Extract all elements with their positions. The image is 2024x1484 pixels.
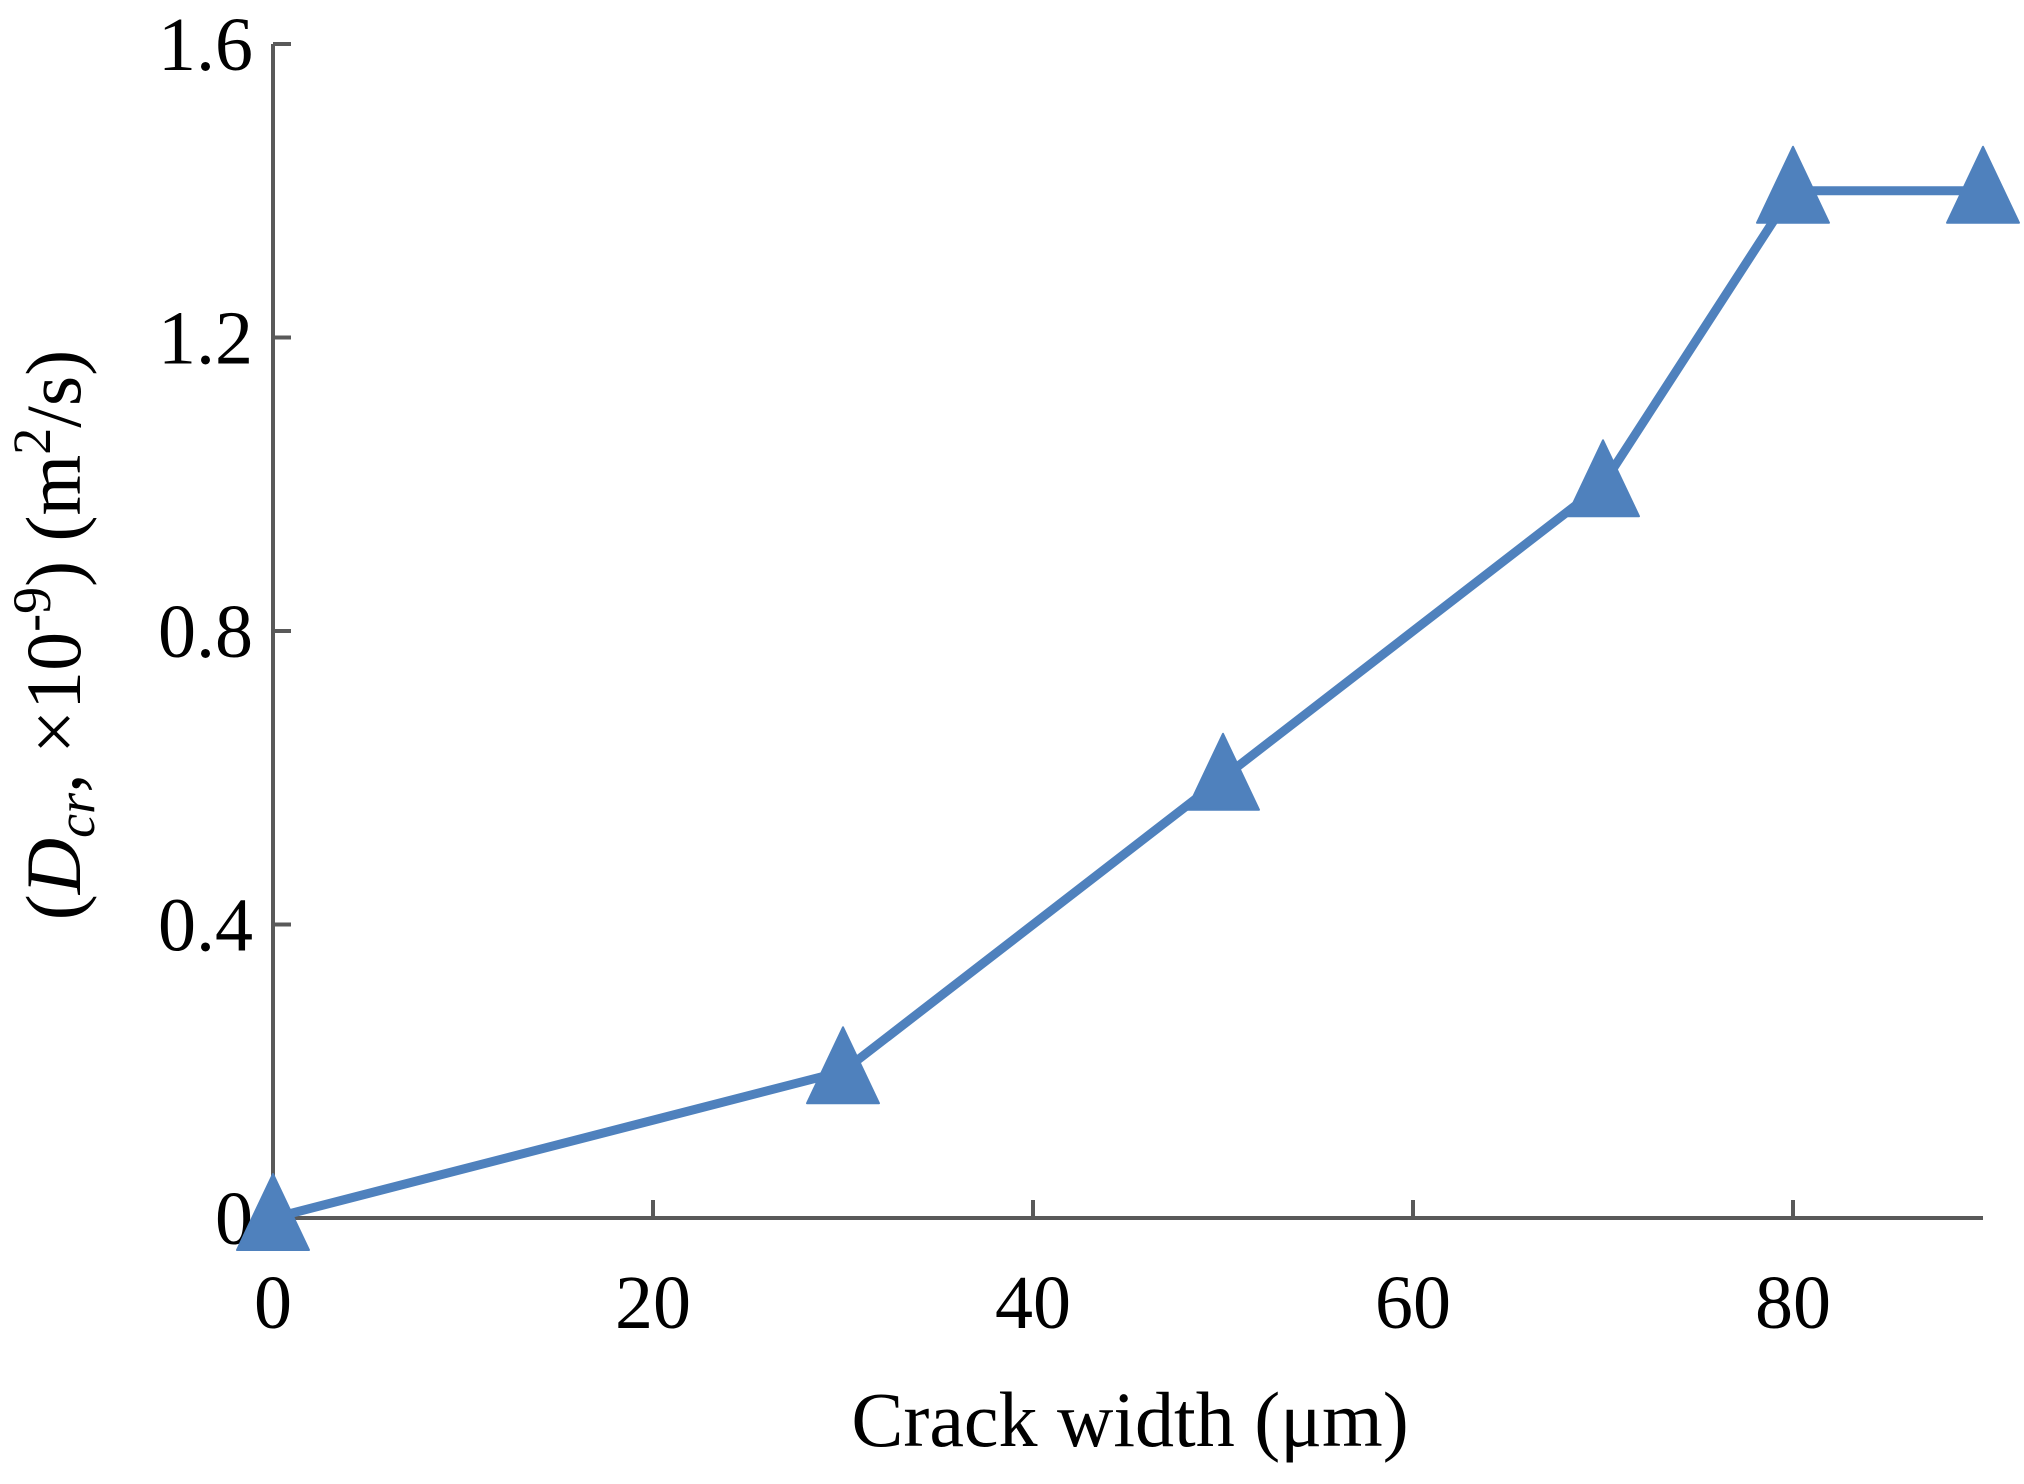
- data-point-triangle: [1186, 732, 1260, 811]
- x-tick-label: 60: [1375, 1261, 1451, 1345]
- y-axis-title-mid: , ×10: [10, 632, 97, 793]
- x-tick-label: 80: [1755, 1261, 1831, 1345]
- tick-labels: 00.40.81.21.60 20 40 60 80: [158, 3, 1831, 1345]
- axes: [271, 44, 1983, 1220]
- series: [271, 186, 1983, 1223]
- y-axis-title-subscript: cr: [46, 792, 106, 838]
- data-point-triangle: [1566, 439, 1640, 518]
- y-axis-title-unit-exponent: 2: [2, 428, 62, 455]
- data-point-triangle: [1946, 145, 2020, 224]
- x-tick-label: 20: [615, 1261, 691, 1345]
- x-axis-title: Crack width (μm): [851, 1376, 1408, 1463]
- y-tick-label: 1.2: [158, 297, 253, 381]
- data-point-triangle: [806, 1026, 880, 1105]
- y-axis-title-symbol: D: [10, 838, 97, 895]
- data-point-triangle: [236, 1173, 310, 1251]
- markers: [236, 145, 2020, 1251]
- y-tick-label: 0.8: [158, 590, 253, 674]
- tick-marks: [273, 42, 1795, 1220]
- y-tick-label: 0.4: [158, 884, 253, 968]
- y-axis-title-close-unit: ) (m: [10, 455, 97, 587]
- series-line: [271, 186, 1983, 1223]
- y-axis-title-unit-tail: /s): [10, 350, 97, 428]
- y-axis-title: (Dcr, ×10-9) (m2/s): [2, 350, 106, 920]
- y-axis-title-open: (: [10, 894, 97, 920]
- y-axis-title-exponent: -9: [2, 587, 62, 632]
- y-tick-label: 1.6: [158, 3, 253, 87]
- data-point-triangle: [1756, 145, 1830, 224]
- x-tick-label: 0: [254, 1261, 292, 1345]
- x-tick-label: 40: [995, 1261, 1071, 1345]
